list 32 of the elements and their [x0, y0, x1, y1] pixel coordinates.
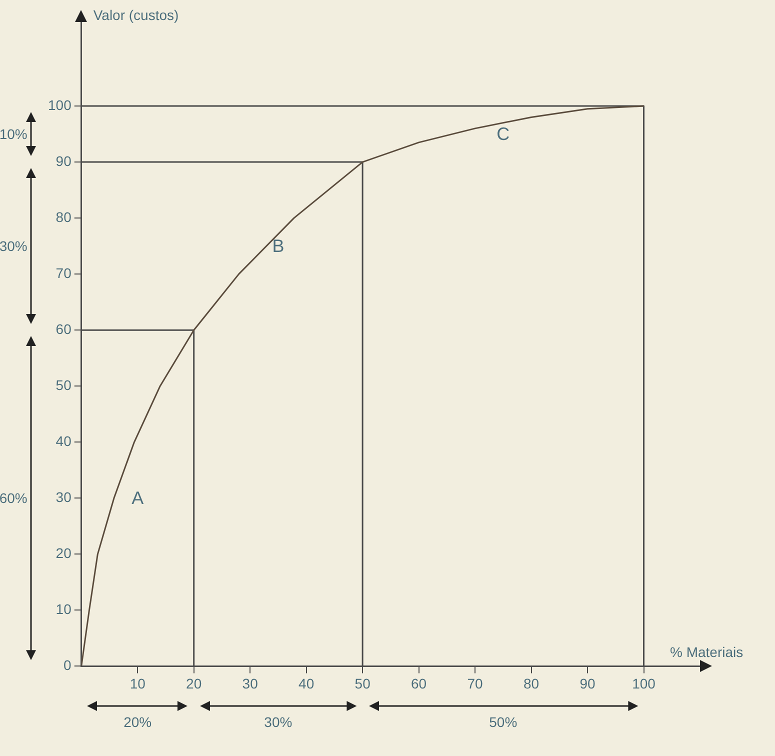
x-tick-label: 50: [354, 675, 371, 692]
x-tick-label: 60: [411, 675, 427, 692]
x-axis-title: % Materiais: [670, 644, 744, 660]
y-tick-label: 100: [48, 96, 72, 113]
x-tick-label: 40: [298, 675, 314, 692]
text: 30%: [264, 714, 292, 730]
text: 60%: [0, 490, 28, 506]
y-axis-title: Valor (custos): [93, 6, 179, 23]
y-tick-label: 30: [56, 489, 72, 506]
x-tick-label: 70: [467, 675, 484, 692]
x-tick-label: 80: [523, 675, 540, 692]
y-tick-label: 60: [56, 320, 72, 337]
y-tick-label: 50: [56, 376, 72, 393]
y-tick-label: 80: [56, 208, 72, 225]
x-tick-label: 20: [186, 675, 202, 692]
text: 10%: [0, 126, 28, 142]
y-tick-label: 10: [56, 601, 72, 618]
x-tick-label: 30: [242, 675, 258, 692]
x-tick-label: 10: [130, 675, 146, 692]
y-tick-label: 0: [64, 657, 72, 674]
annotation: A: [132, 488, 144, 509]
annotation: B: [272, 236, 284, 257]
y-tick-label: 40: [56, 432, 72, 449]
text: 20%: [124, 714, 152, 730]
y-tick-label: 70: [56, 264, 72, 281]
text: 30%: [0, 238, 28, 254]
text: 50%: [489, 714, 518, 730]
y-tick-label: 20: [56, 545, 72, 562]
x-tick-label: 100: [632, 675, 656, 692]
x-tick-label: 90: [580, 675, 596, 692]
annotation: C: [496, 124, 510, 145]
y-tick-label: 90: [56, 152, 72, 169]
